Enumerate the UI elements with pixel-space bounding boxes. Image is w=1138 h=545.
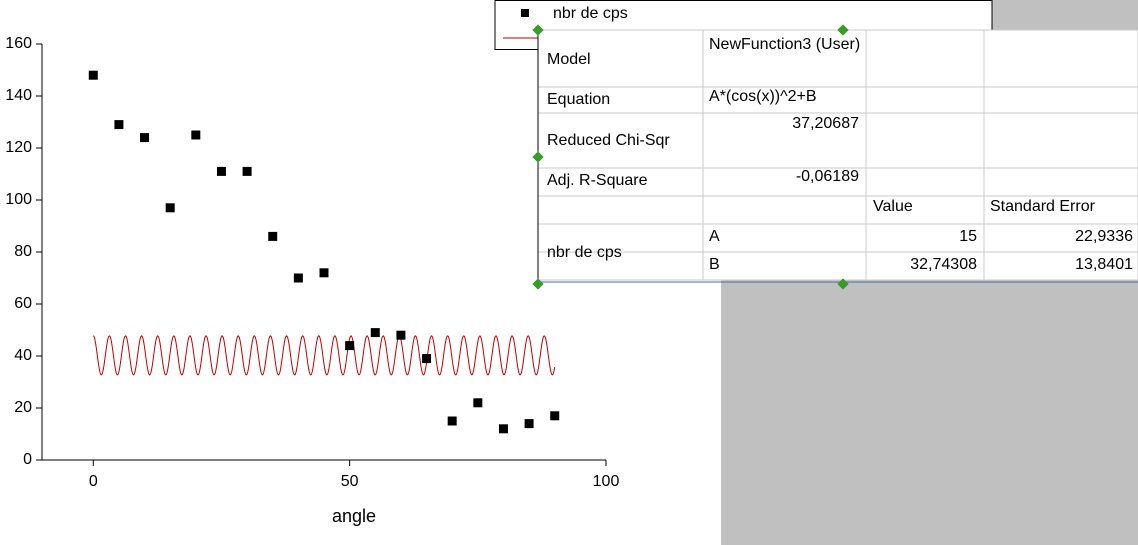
table-cell: 32,74308	[910, 256, 977, 273]
table-cell: Adj. R-Square	[547, 172, 648, 189]
y-tick-label: 100	[5, 191, 32, 208]
data-point	[447, 416, 457, 426]
table-cell: Equation	[547, 91, 610, 108]
data-point	[396, 330, 406, 340]
table-cell: 15	[959, 228, 977, 245]
table-cell: 37,20687	[792, 115, 859, 132]
y-tick-label: 60	[14, 295, 32, 312]
data-point	[345, 341, 355, 351]
x-tick-label: 0	[89, 473, 98, 490]
table-cell: Value	[873, 198, 913, 215]
data-point	[242, 166, 252, 176]
y-tick-label: 120	[5, 139, 32, 156]
data-point	[293, 273, 303, 283]
table-cell: NewFunction3 (User)	[709, 36, 860, 53]
data-point	[140, 133, 150, 143]
data-point	[370, 328, 380, 338]
table-cell: B	[709, 256, 720, 273]
data-point	[114, 120, 124, 130]
table-cell: A*(cos(x))^2+B	[709, 88, 817, 105]
data-point	[88, 70, 98, 80]
y-tick-label: 40	[14, 347, 32, 364]
selection-handle	[837, 278, 849, 290]
x-axis-label: angle	[332, 506, 376, 526]
data-point	[268, 231, 278, 241]
table-cell: 13,8401	[1075, 256, 1133, 273]
data-point	[473, 398, 483, 408]
fit-table: Model NewFunction3 (User) Equation A*(cos(x…	[532, 24, 1138, 290]
selection-handle	[532, 151, 544, 163]
table-cell: Standard Error	[990, 198, 1096, 215]
data-point	[550, 411, 560, 421]
selection-handle	[532, 278, 544, 290]
data-point	[498, 424, 508, 434]
table-cell: A	[709, 228, 720, 245]
data-point	[216, 166, 226, 176]
data-point	[191, 130, 201, 140]
data-point	[422, 354, 432, 364]
legend-marker	[521, 9, 529, 17]
y-tick-label: 20	[14, 399, 32, 416]
table-cell: 22,9336	[1075, 228, 1133, 245]
table-cell: nbr de cps	[547, 244, 622, 261]
y-tick-label: 140	[5, 87, 32, 104]
legend-label: nbr de cps	[553, 5, 628, 22]
table-bg	[538, 30, 1138, 280]
x-tick-label: 100	[593, 473, 620, 490]
fit-curve	[93, 335, 556, 376]
y-tick-label: 160	[5, 35, 32, 52]
data-point	[319, 268, 329, 278]
table-cell: Reduced Chi-Sqr	[547, 132, 670, 149]
x-tick-label: 50	[341, 473, 359, 490]
data-point	[165, 203, 175, 213]
data-point	[524, 419, 534, 429]
table-cell: Model	[547, 51, 591, 68]
table-cell: -0,06189	[796, 168, 859, 185]
y-tick-label: 0	[23, 451, 32, 468]
y-tick-label: 80	[14, 243, 32, 260]
